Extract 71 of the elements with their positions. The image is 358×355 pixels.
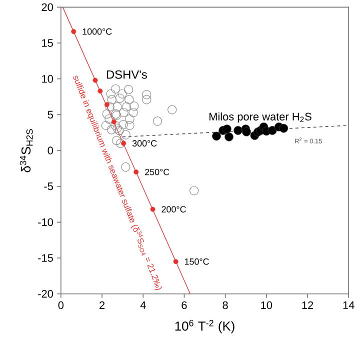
annotation: 1000°C <box>82 28 112 35</box>
annotation: 300°C <box>132 140 157 147</box>
point <box>212 132 221 141</box>
point <box>112 102 122 112</box>
point <box>115 94 124 103</box>
point <box>121 130 130 140</box>
point <box>125 120 134 130</box>
point <box>105 102 114 112</box>
point <box>111 119 116 124</box>
point <box>268 126 277 135</box>
y-tick-label: 15 <box>42 39 53 47</box>
annotation: 250°C <box>145 168 170 176</box>
x-axis-title: 10$^{6}$ T$^{-2}$ (K) <box>175 320 234 334</box>
point <box>112 124 122 133</box>
point <box>111 84 120 94</box>
x-tick-label: 8 <box>222 301 228 310</box>
point <box>92 78 98 83</box>
point <box>152 116 162 126</box>
point <box>104 114 114 124</box>
y-axis-title: δ$^{34}$S$_{H2S}$ <box>20 129 33 172</box>
point <box>224 132 234 142</box>
point <box>222 124 232 134</box>
x-tick-label: 4 <box>140 301 146 309</box>
point <box>234 126 242 135</box>
x-tick-label: 6 <box>182 301 187 310</box>
point <box>118 89 127 99</box>
y-tick-label: -15 <box>38 254 53 262</box>
point <box>112 136 122 146</box>
y-tick-label: 0 <box>48 146 53 155</box>
point <box>130 102 139 111</box>
point <box>124 95 134 104</box>
series-label: DSHV's <box>106 70 147 79</box>
point <box>107 95 116 104</box>
point <box>106 125 116 134</box>
point <box>125 114 134 124</box>
annotation: 150°C <box>184 258 209 265</box>
x-tick-label: 12 <box>302 301 314 310</box>
point <box>104 102 110 108</box>
point <box>190 186 199 196</box>
y-tick-label: -5 <box>44 182 53 190</box>
point <box>98 88 103 94</box>
point <box>119 108 128 118</box>
point <box>279 124 288 133</box>
point <box>121 140 126 146</box>
x-tick-label: 14 <box>343 301 354 309</box>
x-tick-label: 0 <box>58 301 64 310</box>
point <box>150 206 156 212</box>
y-tick-label: 10 <box>42 75 53 83</box>
point <box>116 138 126 148</box>
point <box>128 108 138 118</box>
point <box>71 29 76 34</box>
point <box>168 105 177 114</box>
y-tick-label: -20 <box>38 290 53 298</box>
x-tick-label: 2 <box>100 301 105 310</box>
y-tick-label: 5 <box>48 110 53 119</box>
point <box>110 120 120 130</box>
y-tick-label: -10 <box>38 218 53 226</box>
point <box>134 170 139 175</box>
x-tick-label: 10 <box>261 301 272 310</box>
point <box>122 102 132 112</box>
point <box>142 95 152 104</box>
point <box>106 89 116 99</box>
annotation: 200°C <box>162 206 186 213</box>
point <box>173 259 178 264</box>
point <box>114 126 124 136</box>
point <box>242 128 251 136</box>
series-label: Milos pore water H$_{2}$S <box>209 112 312 123</box>
point <box>118 120 128 130</box>
y-tick-label: 20 <box>42 3 53 12</box>
point <box>124 85 134 94</box>
point <box>142 90 152 100</box>
